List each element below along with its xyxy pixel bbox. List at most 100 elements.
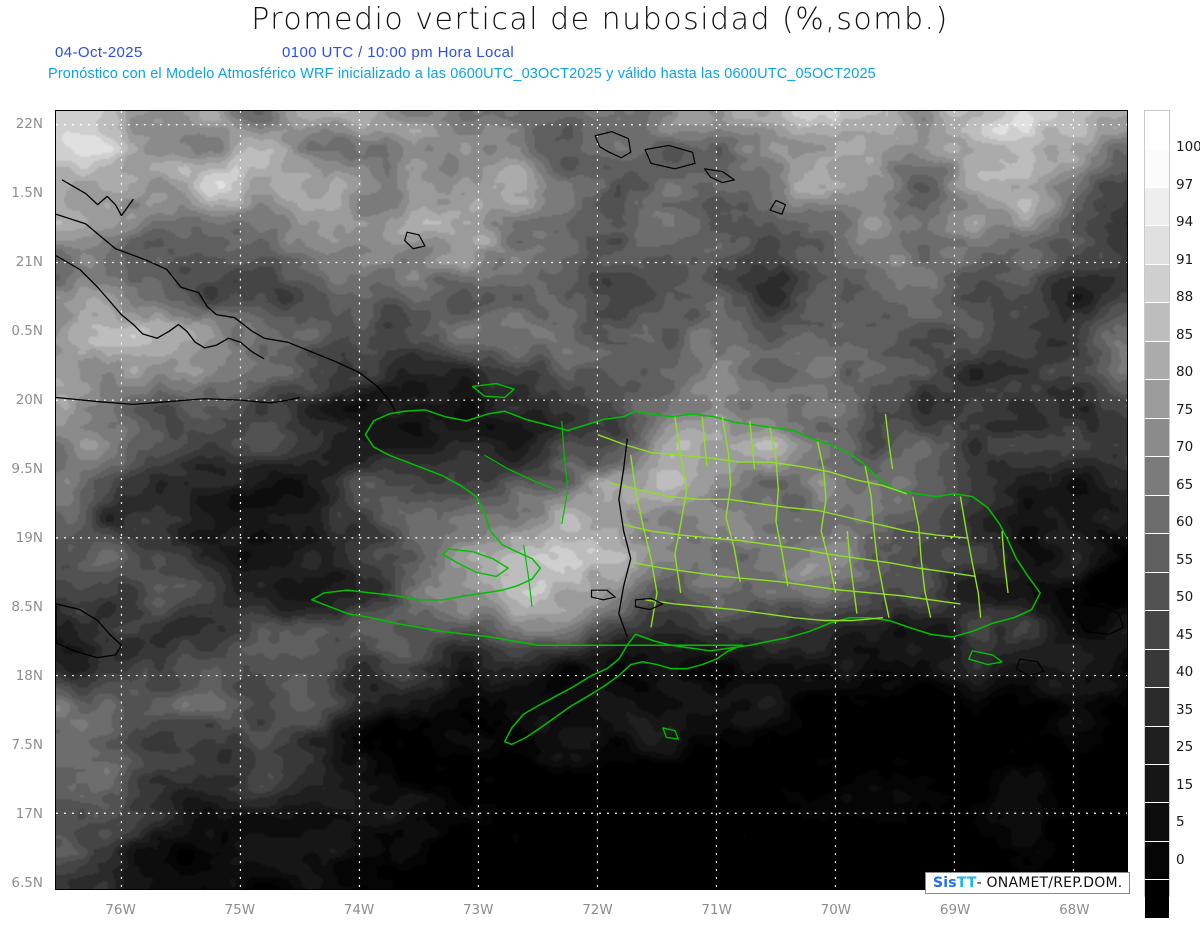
- colorbar-band: [1145, 417, 1169, 457]
- province-boundary-12: [645, 599, 884, 622]
- x-axis-tick: 69W: [939, 902, 971, 918]
- province-boundary-16: [749, 420, 756, 470]
- colorbar-band: [1145, 148, 1169, 187]
- colorbar-band: [1145, 879, 1169, 918]
- coastlines: [56, 131, 1125, 746]
- model-description: Pronóstico con el Modelo Atmosférico WRF…: [48, 66, 876, 82]
- colorbar-band: [1145, 186, 1169, 226]
- colorbar-band: [1145, 225, 1169, 264]
- coastline-tortuga-island: [471, 382, 515, 399]
- map-plot-area: [55, 110, 1128, 890]
- colorbar-band: [1145, 533, 1169, 572]
- colorbar-band: [1145, 302, 1169, 341]
- x-axis-tick: 76W: [105, 902, 136, 918]
- colorbar-tick: 25: [1176, 739, 1194, 756]
- colorbar: [1144, 110, 1170, 918]
- province-boundary-5: [864, 466, 890, 618]
- province-boundary-10: [621, 523, 976, 578]
- x-axis-tick: 72W: [582, 902, 613, 918]
- y-axis-tick: 21N: [15, 253, 43, 270]
- forecast-date: 04-Oct-2025: [55, 44, 143, 61]
- coastline-turks-islet: [703, 168, 735, 184]
- colorbar-band: [1145, 263, 1169, 303]
- coastline-bahamas-islet: [404, 231, 426, 250]
- colorbar-tick: 45: [1176, 626, 1194, 643]
- colorbar-tick: 94: [1176, 214, 1194, 231]
- colorbar-band: [1145, 456, 1169, 495]
- coastline-cuba-bay: [56, 255, 265, 360]
- colorbar-tick: 0: [1176, 851, 1185, 868]
- x-axis-tick: 73W: [462, 902, 494, 918]
- coastline-jamaica: [56, 603, 123, 659]
- x-axis-tick: 68W: [1059, 902, 1090, 918]
- province-boundary-4: [816, 441, 837, 594]
- x-axis-tick: 74W: [343, 902, 375, 918]
- brand-pi-icon: TT: [956, 875, 977, 891]
- province-boundary-9: [609, 482, 967, 539]
- haiti-boundary-0: [561, 420, 569, 525]
- y-axis-tick: 1.5N: [11, 184, 43, 201]
- lake-azuei: [590, 589, 616, 601]
- cloud-cover-heatmap: [56, 111, 1127, 889]
- y-axis-tick: 18N: [15, 668, 43, 685]
- coastline-cuba-north: [61, 179, 134, 217]
- province-boundary-17: [701, 416, 708, 467]
- coastline-mona-island: [1015, 658, 1045, 677]
- y-axis-tick: 6.5N: [11, 875, 43, 892]
- colorbar-tick: 60: [1176, 514, 1194, 531]
- province-boundary-15: [884, 413, 894, 470]
- colorbar-band: [1145, 840, 1169, 880]
- province-boundary-14: [1001, 530, 1009, 594]
- colorbar-tick: 97: [1176, 176, 1194, 193]
- colorbar-tick: 100: [1176, 139, 1200, 156]
- colorbar-band: [1145, 111, 1169, 149]
- coastline-beata-island: [662, 727, 679, 740]
- colorbar-tick: 5: [1176, 814, 1185, 831]
- subtitle-row: 04-Oct-2025 0100 UTC / 10:00 pm Hora Loc…: [55, 44, 1145, 64]
- brand-sis: Sis: [933, 875, 957, 891]
- y-axis-tick: 19N: [15, 529, 43, 546]
- colorbar-band: [1145, 725, 1169, 764]
- province-boundary-0: [630, 455, 658, 628]
- province-boundary-1: [674, 416, 688, 594]
- x-axis-tick: 71W: [701, 902, 732, 918]
- coastline-saona-island: [967, 650, 1003, 666]
- y-axis-tick: 9.5N: [11, 460, 43, 477]
- colorbar-tick: 80: [1176, 364, 1194, 381]
- y-axis-tick: 17N: [15, 806, 43, 823]
- province-boundary-8: [597, 433, 908, 495]
- province-boundary-2: [721, 416, 741, 583]
- colorbar-band: [1145, 648, 1169, 688]
- colorbar-band: [1145, 379, 1169, 418]
- colorbar-tick: 85: [1176, 326, 1194, 343]
- coastline-islet-ne: [769, 199, 787, 215]
- x-axis-tick: 70W: [820, 902, 852, 918]
- y-axis-tick: 7.5N: [11, 737, 43, 754]
- colorbar-tick: 55: [1176, 551, 1194, 568]
- coastline-cuba-south: [56, 213, 396, 412]
- coastline-hispaniola: [311, 409, 1041, 746]
- colorbar-band: [1145, 340, 1169, 380]
- page-title: Promedio vertical de nubosidad (%,somb.): [251, 2, 949, 37]
- haiti-boundary-1: [484, 454, 556, 491]
- forecast-valid-time: 0100 UTC / 10:00 pm Hora Local: [282, 44, 515, 61]
- colorbar-band: [1145, 687, 1169, 726]
- y-axis-tick: 0.5N: [11, 322, 43, 339]
- province-boundary-13: [846, 530, 858, 614]
- colorbar-band: [1145, 610, 1169, 649]
- colorbar-band: [1145, 571, 1169, 611]
- colorbar-band: [1145, 802, 1169, 841]
- coastline-turks-south: [644, 144, 696, 170]
- colorbar-tick: 35: [1176, 701, 1194, 718]
- y-axis-tick: 22N: [15, 115, 43, 132]
- haiti-dr-border: [618, 438, 632, 638]
- organization-label: - ONAMET/REP.DOM.: [976, 875, 1123, 891]
- colorbar-tick: 50: [1176, 589, 1194, 606]
- lake-enriquillo: [634, 597, 664, 611]
- colorbar-band: [1145, 763, 1169, 803]
- coastline-turks-north: [594, 131, 632, 159]
- province-boundary-7: [959, 496, 982, 618]
- province-boundary-11: [632, 561, 961, 605]
- colorbar-tick: 75: [1176, 401, 1194, 418]
- colorbar-band: [1145, 494, 1169, 534]
